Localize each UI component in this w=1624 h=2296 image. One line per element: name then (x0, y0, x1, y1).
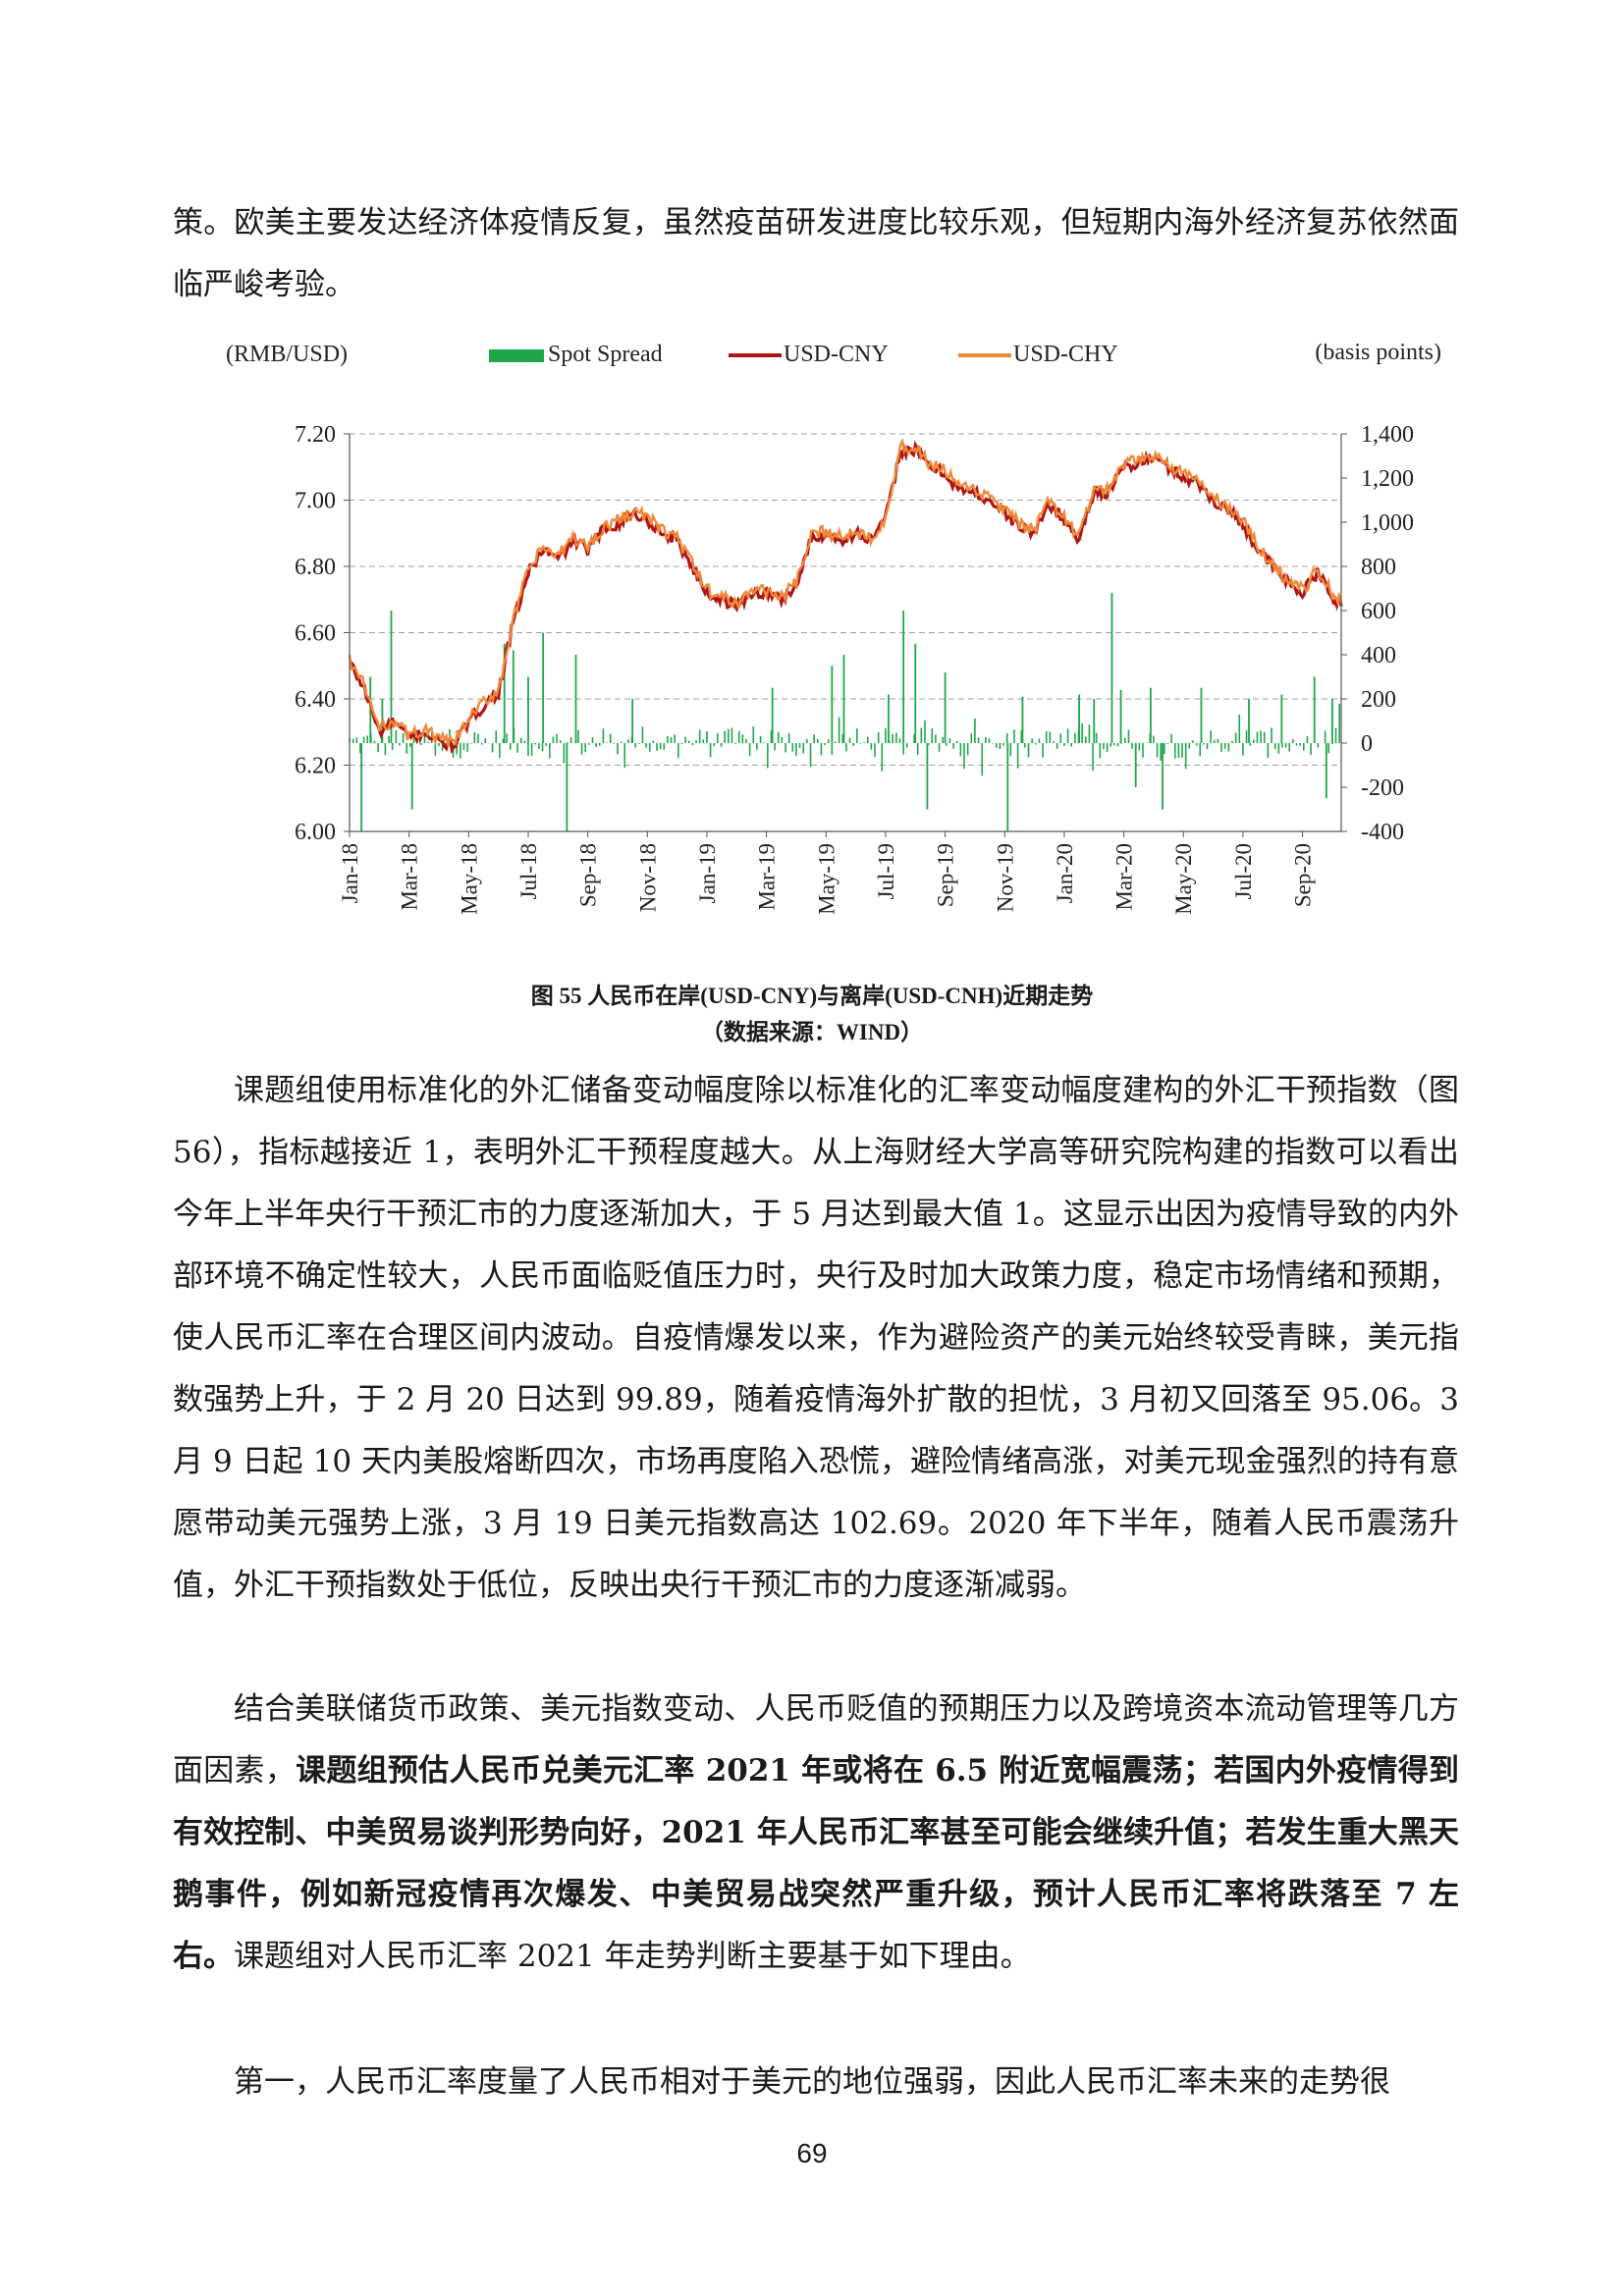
x-tick-label: May-20 (1171, 843, 1196, 915)
x-tick-label: Mar-18 (398, 843, 422, 911)
y-right-tick-label: 400 (1361, 643, 1396, 668)
figure-caption: 图 55 人民币在岸(USD-CNY)与离岸(USD-CNH)近期走势 (530, 984, 1094, 1008)
left-axis-unit-label: (RMB/USD) (226, 344, 348, 367)
x-tick-label: Nov-19 (993, 843, 1017, 912)
x-tick-label: Sep-18 (576, 843, 601, 907)
x-tick-label: May-18 (457, 843, 481, 915)
paragraph-1: 课题组使用标准化的外汇储备变动幅度除以标准化的汇率变动幅度建构的外汇干预指数（图… (173, 1073, 1459, 1603)
legend-spread-label: Spot Spread (548, 344, 663, 367)
x-tick-label: Mar-20 (1112, 843, 1137, 911)
exchange-rate-chart: 7.20 7.00 6.80 6.60 6.40 6.20 6.00 1,400 1,200 1,… (226, 340, 1443, 952)
x-tick-label: Jan-19 (695, 843, 720, 903)
paragraph-2-plain-a: 结合美联储货币政策、美元指数变动、人民币贬值的预期压力以及跨境资本流动管理等几方… (173, 1691, 1459, 1789)
right-axis-unit-label: (basis points) (1315, 344, 1441, 365)
y-left-tick-label: 7.00 (295, 489, 336, 514)
legend-cny-label: USD-CNY (784, 344, 889, 367)
y-right-tick-label: 600 (1361, 599, 1396, 624)
usd-chy-line (348, 437, 1343, 747)
x-tick-label: Jul-19 (874, 843, 898, 900)
x-tick-label: Jan-20 (1053, 843, 1077, 903)
x-tick-label: Mar-19 (755, 843, 780, 911)
y-left-tick-label: 6.00 (295, 820, 336, 845)
paragraph-2-bold: 课题组预估人民币兑美元汇率 2021 年或将在 6.5 附近宽幅震荡；若国内外疫… (173, 1753, 1459, 1974)
x-tick-label: Jul-20 (1231, 843, 1256, 900)
y-left-tick-label: 6.60 (295, 621, 336, 647)
y-right-tick-label: 200 (1361, 687, 1396, 713)
chart-svg: 7.20 7.00 6.80 6.60 6.40 6.20 6.00 1,400 1,200 1,… (226, 340, 1441, 915)
x-tick-label: Sep-20 (1291, 843, 1316, 907)
intro-paragraph: 策。欧美主要发达经济体疫情反复，虽然疫苗研发进度比较乐观，但短期内海外经济复苏依… (173, 205, 1459, 302)
y-right-tick-label: 800 (1361, 555, 1396, 580)
x-tick-label: Nov-18 (635, 843, 660, 912)
y-right-tick-label: -400 (1361, 820, 1404, 845)
y-right-tick-label: 1,200 (1361, 466, 1414, 492)
paragraph-2: 结合美联储货币政策、美元指数变动、人民币贬值的预期压力以及跨境资本流动管理等几方… (173, 1679, 1459, 1988)
x-tick-label: May-19 (814, 843, 839, 915)
y-left-tick-label: 6.80 (295, 555, 336, 580)
y-right-tick-label: 1,000 (1361, 510, 1414, 536)
y-right-tick-label: -200 (1361, 775, 1404, 801)
legend-spread-swatch (489, 349, 544, 362)
x-tick-label: Jul-18 (516, 843, 541, 900)
y-left-tick-label: 7.20 (295, 422, 336, 448)
paragraph-2-plain-b: 课题组对人民币汇率 2021 年走势判断主要基于如下理由。 (234, 1939, 1031, 1974)
paragraph-3: 第一，人民币汇率度量了人民币相对于美元的地位强弱，因此人民币汇率未来的走势很 (234, 2064, 1390, 2100)
x-tick-label: Sep-19 (934, 843, 958, 907)
y-right-tick-label: 1,400 (1361, 422, 1414, 448)
y-left-tick-label: 6.20 (295, 754, 336, 779)
legend-chy-label: USD-CHY (1013, 344, 1118, 367)
y-left-tick-label: 6.40 (295, 687, 336, 713)
usd-cny-line (349, 440, 1343, 755)
y-right-tick-label: 0 (1361, 731, 1373, 757)
x-tick-label: Jan-18 (338, 843, 362, 903)
figure-source: （数据来源：WIND） (700, 1020, 924, 1044)
page-number: 69 (796, 2138, 828, 2168)
